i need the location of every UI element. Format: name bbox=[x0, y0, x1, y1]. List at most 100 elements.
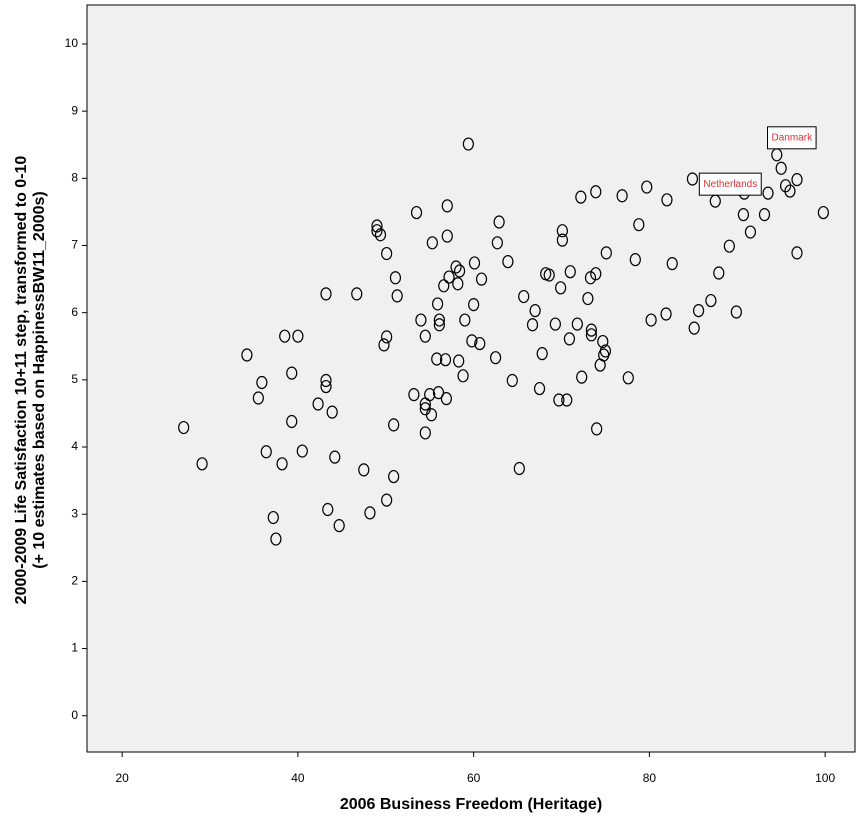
point bbox=[453, 354, 465, 368]
point bbox=[591, 422, 603, 436]
point bbox=[432, 386, 445, 400]
point bbox=[252, 391, 264, 405]
point bbox=[474, 336, 486, 351]
point bbox=[381, 493, 393, 507]
point bbox=[744, 225, 757, 239]
point bbox=[645, 313, 657, 327]
point bbox=[312, 397, 324, 411]
point bbox=[439, 353, 452, 367]
point bbox=[791, 246, 803, 260]
point bbox=[432, 297, 444, 311]
point bbox=[389, 271, 402, 285]
point bbox=[320, 373, 332, 388]
point bbox=[441, 199, 453, 213]
point bbox=[622, 371, 634, 385]
point bbox=[533, 381, 546, 396]
point bbox=[529, 304, 541, 318]
point bbox=[543, 268, 555, 282]
point bbox=[391, 289, 403, 303]
point bbox=[688, 321, 700, 335]
point bbox=[692, 304, 705, 318]
point bbox=[491, 236, 503, 250]
point bbox=[296, 444, 308, 458]
point bbox=[410, 205, 423, 220]
x-axis-title: 2006 Business Freedom (Heritage) bbox=[340, 796, 602, 813]
point bbox=[351, 287, 363, 301]
point bbox=[462, 137, 474, 151]
point bbox=[419, 329, 431, 343]
point bbox=[571, 317, 583, 331]
point bbox=[737, 207, 750, 222]
point bbox=[286, 414, 298, 429]
point bbox=[388, 469, 400, 484]
point bbox=[563, 332, 576, 346]
y-axis-title: (+ 10 estimates based on HappinessBW11_2… bbox=[31, 191, 48, 569]
point bbox=[433, 318, 445, 332]
point bbox=[600, 246, 612, 260]
point bbox=[493, 215, 505, 229]
point bbox=[723, 239, 735, 253]
point bbox=[371, 219, 383, 233]
x-tick-label: 100 bbox=[815, 771, 835, 785]
x-tick-label: 80 bbox=[643, 771, 657, 785]
point bbox=[555, 281, 567, 295]
point bbox=[686, 172, 699, 186]
point bbox=[590, 267, 602, 281]
point bbox=[292, 329, 304, 343]
annotation-box bbox=[767, 126, 817, 150]
point bbox=[468, 298, 480, 312]
point bbox=[556, 233, 568, 247]
annotation-label: Danmark bbox=[772, 132, 814, 143]
annotation-label: Netherlands bbox=[703, 179, 757, 190]
point bbox=[329, 450, 341, 464]
point bbox=[629, 252, 641, 267]
point bbox=[374, 228, 387, 242]
point bbox=[599, 344, 612, 358]
y-tick-label: 9 bbox=[71, 103, 78, 117]
point bbox=[661, 193, 673, 207]
point bbox=[490, 351, 502, 365]
point bbox=[388, 418, 400, 432]
point bbox=[553, 393, 565, 407]
point bbox=[453, 264, 466, 278]
point bbox=[333, 519, 345, 533]
x-tick-label: 60 bbox=[467, 771, 481, 785]
point bbox=[784, 184, 796, 198]
point bbox=[381, 246, 393, 261]
point bbox=[585, 323, 597, 337]
point bbox=[475, 272, 488, 286]
point bbox=[381, 330, 393, 344]
point bbox=[576, 370, 588, 384]
point bbox=[597, 334, 609, 349]
point bbox=[279, 329, 291, 343]
y-tick-label: 7 bbox=[71, 238, 78, 252]
point bbox=[468, 256, 481, 270]
point bbox=[518, 289, 530, 304]
point bbox=[320, 287, 332, 301]
point bbox=[590, 185, 602, 199]
point bbox=[502, 255, 514, 269]
point bbox=[441, 229, 453, 243]
point bbox=[425, 408, 438, 422]
point bbox=[426, 236, 438, 250]
point bbox=[549, 317, 561, 331]
point bbox=[791, 173, 803, 187]
point bbox=[561, 393, 573, 407]
y-tick-label: 3 bbox=[71, 506, 78, 520]
point bbox=[424, 388, 436, 402]
y-axis-title: 2000-2009 Life Satisfaction 10+11 step, … bbox=[13, 156, 30, 605]
point bbox=[459, 313, 471, 327]
y-tick-label: 2 bbox=[71, 574, 78, 588]
point bbox=[371, 224, 383, 238]
point bbox=[817, 205, 829, 220]
point bbox=[730, 305, 742, 319]
x-tick-label: 40 bbox=[291, 771, 305, 785]
point bbox=[196, 457, 208, 471]
point bbox=[450, 260, 462, 274]
point bbox=[660, 307, 672, 321]
point bbox=[415, 313, 427, 327]
point bbox=[564, 265, 576, 279]
point bbox=[378, 338, 390, 352]
point bbox=[457, 369, 469, 383]
point bbox=[320, 379, 332, 394]
